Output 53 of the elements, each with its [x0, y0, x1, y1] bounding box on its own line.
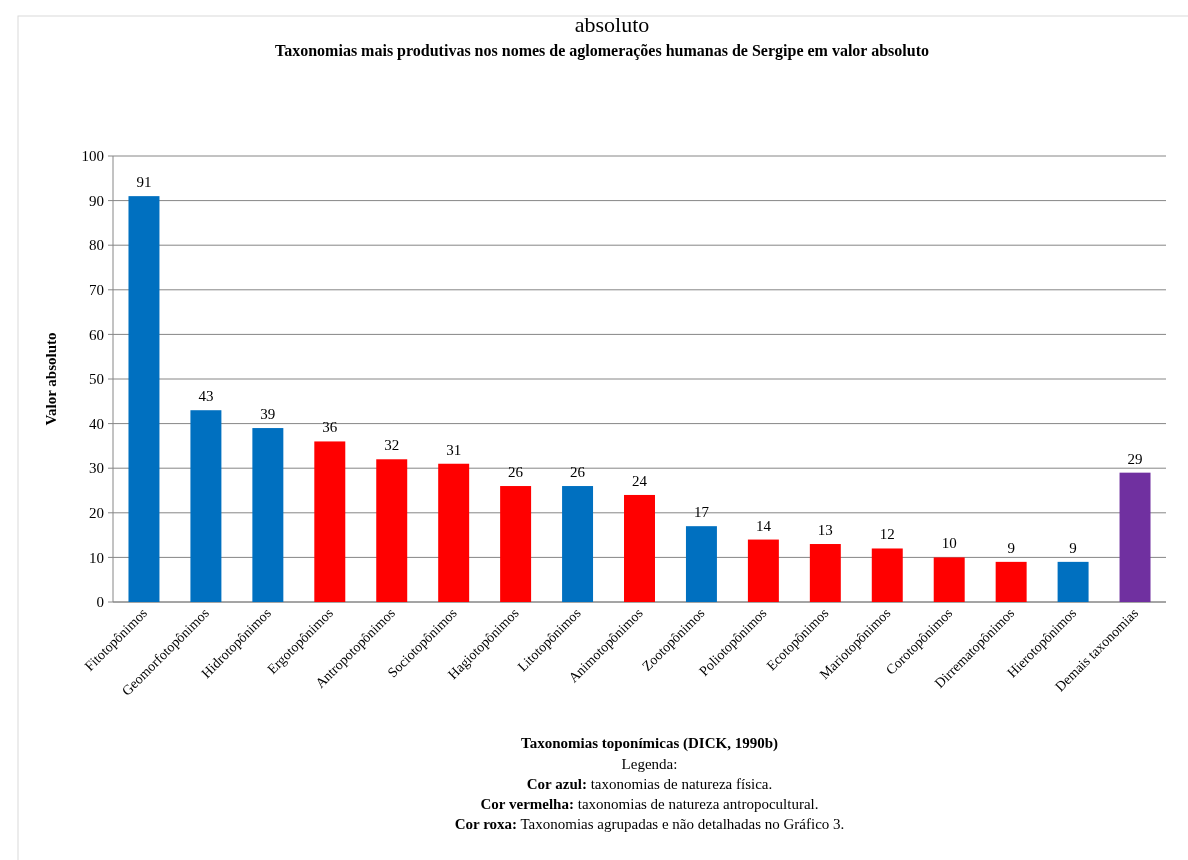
chart-title: Taxonomias mais produtivas nos nomes de aglomerações humanas de Sergipe em valor absoluto	[275, 42, 929, 60]
bar	[871, 548, 903, 602]
bar	[1057, 561, 1089, 602]
y-tick-label: 100	[81, 148, 104, 165]
text: absoluto	[574, 12, 650, 37]
bar	[314, 441, 346, 602]
data-label: 32	[384, 437, 400, 454]
y-tick-label: 60	[89, 326, 104, 343]
y-tick-label: 40	[89, 415, 104, 432]
bar	[128, 196, 160, 602]
bar	[747, 539, 779, 602]
y-tick-label: 70	[89, 282, 104, 299]
y-tick-label: 30	[89, 460, 104, 477]
data-label: 9	[1069, 539, 1077, 556]
data-label: 43	[198, 388, 214, 405]
data-label: 91	[136, 174, 152, 191]
y-tick-label: 80	[89, 237, 104, 254]
bar	[376, 459, 408, 602]
data-label: 36	[322, 419, 338, 436]
text: Cor roxa: Taxonomias agrupadas e não detalhadas no Gráfico 3.	[454, 816, 845, 832]
bar	[809, 544, 841, 602]
bar	[933, 557, 965, 602]
data-label: 24	[632, 472, 648, 489]
data-label: 12	[879, 526, 895, 543]
y-tick-label: 0	[96, 594, 104, 611]
data-label: 13	[817, 522, 833, 539]
bar	[500, 486, 532, 602]
bar	[624, 494, 655, 602]
text: Cor vermelha: taxonomias de natureza antropocultural.	[480, 796, 819, 812]
y-tick-label: 10	[89, 549, 104, 566]
x-axis-title: Taxonomias toponímicas (DICK, 1990b)	[521, 735, 778, 752]
data-label: 39	[260, 406, 276, 423]
text: Legenda:	[621, 756, 678, 772]
data-label: 31	[446, 441, 462, 458]
data-label: 17	[693, 504, 710, 521]
bar	[685, 526, 717, 602]
data-label: 26	[570, 464, 586, 481]
data-label: 9	[1007, 539, 1015, 556]
y-tick-label: 50	[89, 371, 104, 388]
bar	[252, 428, 284, 602]
y-tick-label: 20	[89, 505, 104, 522]
y-tick-label: 90	[89, 192, 104, 209]
bar	[438, 463, 470, 602]
bar	[1119, 472, 1151, 602]
data-label: 10	[941, 535, 957, 552]
data-label: 14	[755, 517, 772, 534]
y-axis-title: Valor absoluto	[43, 332, 59, 426]
bar	[995, 561, 1027, 602]
bar	[190, 410, 222, 602]
bar	[562, 486, 594, 602]
data-label: 26	[508, 464, 524, 481]
data-label: 29	[1127, 450, 1143, 467]
text: Cor azul: taxonomias de natureza física.	[526, 776, 773, 792]
